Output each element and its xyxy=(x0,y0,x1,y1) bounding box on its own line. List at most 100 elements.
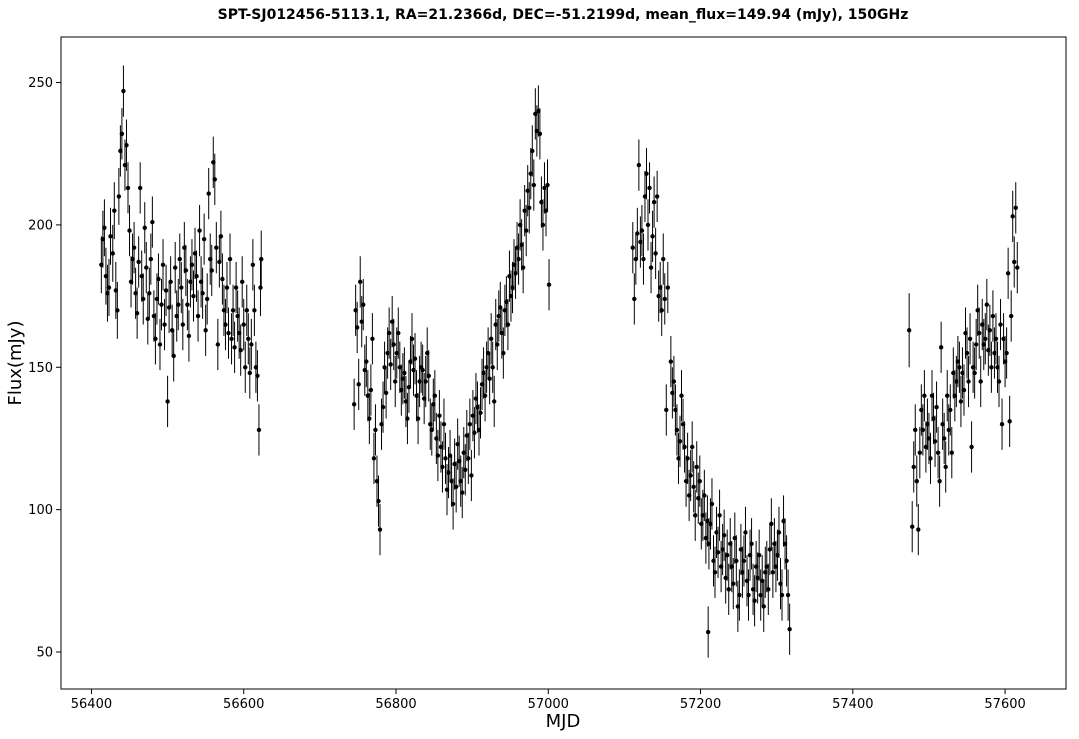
data-point xyxy=(724,552,730,558)
data-point xyxy=(958,399,964,404)
data-point xyxy=(148,256,154,262)
data-point xyxy=(241,322,246,327)
data-point xyxy=(761,604,766,609)
data-point xyxy=(636,162,642,168)
data-point xyxy=(916,527,921,532)
data-point xyxy=(391,342,396,347)
data-point xyxy=(191,293,196,299)
data-point xyxy=(932,439,938,444)
data-point xyxy=(112,208,117,213)
data-point xyxy=(460,490,465,495)
data-point xyxy=(784,558,789,564)
data-point xyxy=(693,513,698,518)
data-point xyxy=(229,336,234,341)
data-point xyxy=(654,194,660,199)
data-point xyxy=(450,501,456,507)
data-point xyxy=(426,373,431,379)
data-point xyxy=(168,279,173,285)
data-point xyxy=(127,228,132,233)
data-point xyxy=(967,336,973,341)
data-point xyxy=(160,262,166,267)
data-point xyxy=(937,478,942,484)
data-point xyxy=(941,436,947,441)
data-point xyxy=(983,336,988,341)
data-point xyxy=(492,399,497,404)
x-tick-label: 57200 xyxy=(680,697,721,712)
data-point xyxy=(209,268,214,273)
data-point xyxy=(200,291,205,296)
data-point xyxy=(990,313,996,319)
y-axis-title: Flux(mJy) xyxy=(5,321,26,406)
data-point xyxy=(183,268,189,273)
data-point xyxy=(249,342,254,347)
data-point xyxy=(157,342,163,347)
data-point xyxy=(396,330,401,336)
x-tick-label: 56600 xyxy=(223,697,264,712)
data-point xyxy=(495,342,500,347)
data-point xyxy=(987,328,993,333)
data-point xyxy=(653,251,658,256)
data-point xyxy=(440,464,445,470)
data-point xyxy=(910,524,915,529)
data-point xyxy=(969,444,974,450)
data-point xyxy=(177,256,182,262)
data-point xyxy=(935,450,941,455)
data-point xyxy=(380,404,386,410)
data-point xyxy=(520,265,526,270)
data-point xyxy=(943,464,948,470)
x-tick-label: 57000 xyxy=(528,697,569,712)
data-point xyxy=(531,182,537,188)
data-point xyxy=(243,365,248,370)
data-point xyxy=(179,285,184,290)
data-point xyxy=(256,427,262,433)
data-point xyxy=(373,427,378,433)
data-point xyxy=(645,222,651,228)
data-point xyxy=(204,296,210,302)
data-point xyxy=(361,302,366,307)
data-point xyxy=(928,456,933,461)
x-axis-title: MJD xyxy=(546,711,581,732)
data-point xyxy=(240,279,245,285)
data-point xyxy=(147,291,152,296)
data-point xyxy=(689,444,695,450)
data-point xyxy=(712,570,718,575)
data-point xyxy=(973,342,979,347)
data-point xyxy=(371,456,377,461)
data-point xyxy=(189,262,195,267)
data-point xyxy=(920,427,926,433)
data-point xyxy=(224,285,230,290)
data-point xyxy=(364,359,369,364)
data-point xyxy=(741,558,747,564)
data-point xyxy=(978,379,983,384)
data-point xyxy=(176,302,181,307)
data-marks xyxy=(99,65,1020,658)
data-point xyxy=(641,256,646,262)
data-point xyxy=(173,265,178,270)
data-point xyxy=(650,234,655,239)
data-point xyxy=(443,456,448,461)
x-axis: 56400 56600 56800 57000 57200 57400 57600 xyxy=(71,689,1026,712)
data-point xyxy=(949,450,954,455)
data-point xyxy=(749,541,754,546)
data-point xyxy=(409,336,415,341)
data-point xyxy=(746,592,751,598)
data-point xyxy=(779,592,785,598)
data-point xyxy=(505,322,511,327)
data-point xyxy=(141,296,146,302)
data-point xyxy=(668,359,674,364)
x-tick-label: 56800 xyxy=(375,697,416,712)
data-point xyxy=(776,530,782,535)
data-point xyxy=(230,308,236,313)
data-point xyxy=(1013,205,1018,211)
data-point xyxy=(238,347,243,353)
data-point xyxy=(717,513,722,518)
data-point xyxy=(125,185,131,191)
data-point xyxy=(961,387,967,393)
data-point xyxy=(679,393,684,398)
data-point xyxy=(377,527,383,532)
data-point xyxy=(453,484,459,490)
data-point xyxy=(131,245,137,250)
y-tick-label: 250 xyxy=(28,76,53,91)
data-point xyxy=(463,467,468,472)
data-point xyxy=(258,285,263,290)
